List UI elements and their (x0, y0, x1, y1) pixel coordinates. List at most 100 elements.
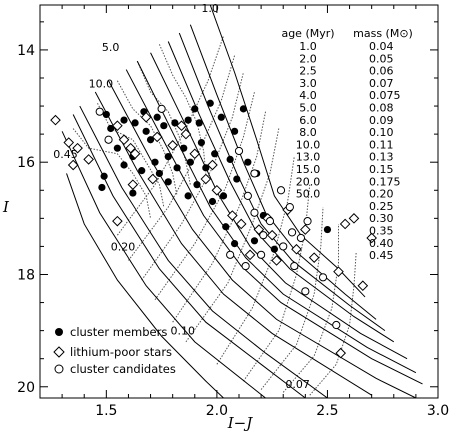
point-cluster-member (230, 127, 239, 135)
y-tick-label: 16 (17, 155, 35, 171)
legend: cluster members lithium-poor stars clust… (53, 325, 176, 376)
point-cluster-member (217, 113, 225, 121)
point-cluster-member (153, 113, 161, 121)
point-lithium-poor-star (83, 154, 94, 165)
curve-labels: 1.0 5.0 10.0 0.45 0.20 0.10 0.07 (53, 2, 310, 391)
point-cluster-member (184, 192, 192, 200)
point-lithium-poor-star (167, 140, 178, 151)
mass-track-0-11 (172, 111, 267, 323)
point-cluster-member (173, 164, 181, 172)
point-lithium-poor-star (333, 266, 344, 277)
mass-track-0-30 (136, 60, 191, 185)
point-cluster-member (270, 245, 278, 253)
point-lithium-poor-star (235, 218, 247, 230)
point-lithium-poor-star (140, 111, 152, 123)
point-cluster-candidate (265, 217, 275, 226)
point-lithium-poor-star (63, 137, 75, 148)
point-lithium-poor-star (266, 229, 278, 241)
point-cluster-member (239, 105, 248, 113)
point-cluster-member (226, 155, 234, 163)
x-axis-title: I−J (227, 414, 253, 432)
table-age-value: 10.0 (296, 138, 321, 151)
point-lithium-poor-star (189, 148, 201, 160)
table-age-values: 1.02.02.53.04.05.06.08.010.013.015.020.0… (296, 40, 321, 201)
table-mass-value: 0.20 (369, 188, 394, 201)
mass-track-0-175 (128, 55, 236, 261)
curve-label: 5.0 (102, 41, 120, 54)
point-cluster-member (186, 158, 194, 166)
point-lithium-poor-star (200, 173, 212, 185)
point-lithium-poor-star (207, 159, 218, 171)
point-lithium-poor-star (211, 184, 223, 196)
table-age-value: 5.0 (299, 102, 317, 115)
table-age-value: 8.0 (299, 126, 317, 139)
table-mass-value: 0.11 (369, 138, 394, 151)
point-cluster-member (131, 119, 139, 127)
table-mass-value: 0.30 (369, 212, 394, 225)
table-mass-value: 0.08 (369, 102, 394, 115)
point-cluster-member (208, 197, 217, 206)
table-age-value: 20.0 (296, 175, 321, 188)
legend-label-lithium-poor-stars: lithium-poor stars (70, 345, 172, 359)
point-cluster-member (193, 181, 201, 189)
table-age-value: 1.0 (299, 40, 317, 53)
curve-label: 0.20 (111, 240, 136, 253)
isochrone-15-0 (72, 114, 306, 398)
table-mass-value: 0.45 (369, 249, 394, 262)
point-lithium-poor-star (127, 179, 139, 190)
point-cluster-member (244, 158, 252, 166)
legend-marker-lithium-poor-stars (53, 346, 65, 358)
point-cluster-candidate (241, 261, 250, 271)
table-mass-value: 0.35 (369, 225, 394, 238)
isochrone-8-0 (108, 80, 417, 398)
table-age-value: 2.5 (299, 65, 317, 78)
table-age-value: 3.0 (299, 77, 317, 90)
y-axis-title: I (2, 198, 10, 216)
point-lithium-poor-star (67, 159, 79, 171)
point-cluster-member (197, 138, 206, 147)
mass-track-0-075 (260, 207, 324, 390)
point-cluster-member (129, 189, 137, 197)
isochrone-13-0 (79, 105, 328, 398)
point-lithium-poor-star (129, 148, 141, 160)
table-mass-value: 0.05 (369, 52, 394, 65)
point-cluster-member (138, 167, 146, 175)
point-cluster-candidate (290, 261, 299, 271)
legend-label-cluster-candidates: cluster candidates (70, 362, 176, 376)
table-mass-value: 0.40 (369, 237, 394, 250)
table-age-value: 6.0 (299, 114, 317, 127)
point-lithium-poor-star (125, 142, 136, 154)
point-cluster-member (323, 225, 332, 234)
curve-label: 0.07 (285, 378, 310, 391)
point-lithium-poor-star (50, 114, 61, 126)
point-cluster-member (184, 116, 192, 124)
point-cluster-member (219, 192, 228, 200)
point-cluster-member (146, 136, 155, 144)
y-tick-label: 20 (17, 380, 35, 396)
point-lithium-poor-star (180, 128, 192, 140)
isochrone-5-0 (136, 60, 417, 374)
point-cluster-member (160, 122, 168, 130)
point-lithium-poor-star (300, 224, 311, 235)
point-cluster-candidate (250, 208, 259, 217)
point-cluster-member (102, 110, 110, 119)
point-cluster-member (171, 119, 179, 127)
point-cluster-member (120, 161, 128, 169)
table-age-header: age (Myr) (281, 27, 334, 40)
point-cluster-member (164, 178, 172, 186)
point-cluster-member (195, 119, 203, 127)
age-mass-table: age (Myr) mass (M⊙) 1.02.02.53.04.05.06.… (281, 27, 412, 262)
legend-marker-cluster-members (55, 328, 63, 336)
isochrone-50-0 (66, 173, 224, 398)
point-cluster-member (206, 99, 214, 107)
point-lithium-poor-star (118, 134, 130, 146)
point-cluster-member (100, 172, 108, 180)
table-mass-value: 0.04 (369, 40, 394, 53)
mass-track-0-07 (282, 223, 339, 393)
table-age-value: 2.0 (299, 52, 317, 65)
point-lithium-poor-star (348, 213, 360, 224)
point-cluster-candidate (257, 250, 266, 259)
point-cluster-member (250, 237, 259, 245)
point-cluster-candidate (285, 203, 294, 212)
point-cluster-candidate (318, 273, 328, 282)
